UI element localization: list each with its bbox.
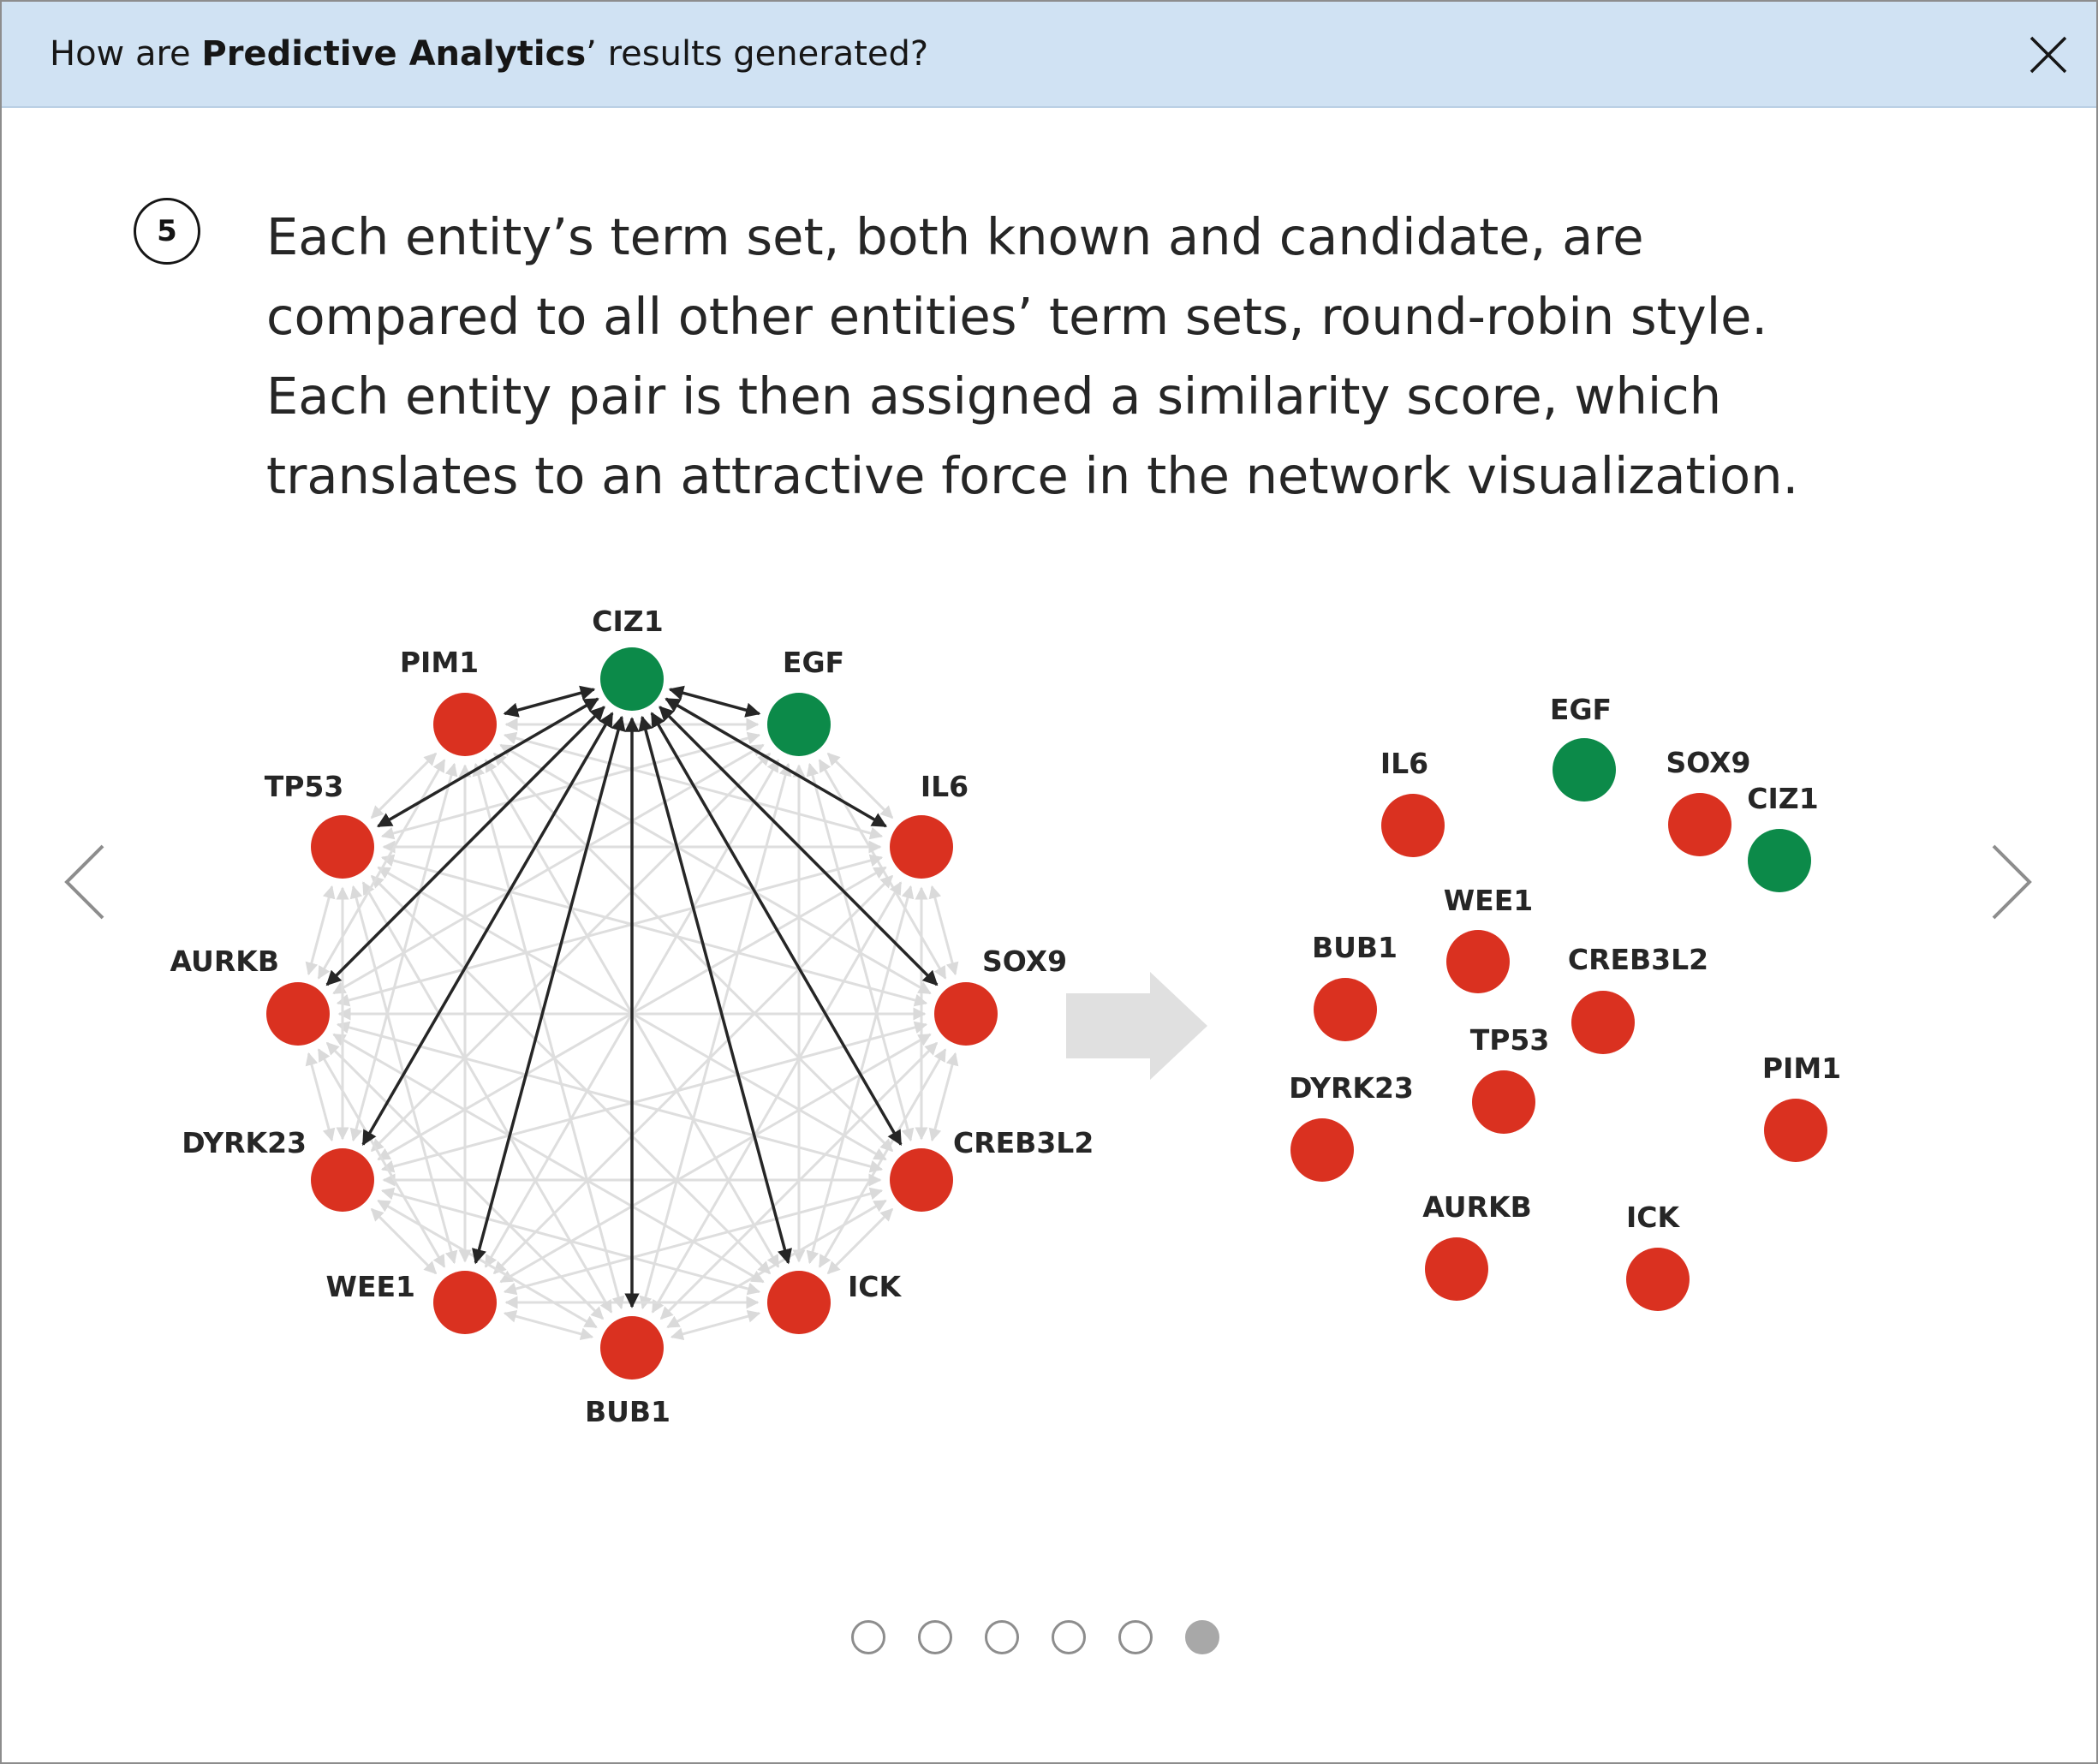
ring-node-label-aurkb: AURKB (170, 945, 279, 978)
cluster-node-dyrk23 (1290, 1118, 1354, 1182)
previous-button[interactable] (60, 839, 111, 925)
similarity-edge (370, 1207, 438, 1275)
similarity-edge (826, 1207, 894, 1275)
cluster-node-label-pim1: PIM1 (1762, 1052, 1841, 1085)
similarity-edge (670, 1309, 761, 1341)
ring-node-label-tp53: TP53 (265, 770, 344, 803)
ring-node-creb3l2 (890, 1148, 953, 1212)
cluster-node-ciz1 (1748, 829, 1811, 892)
cluster-node-label-egf: EGF (1550, 693, 1612, 726)
ring-node-dyrk23 (311, 1148, 374, 1212)
ring-node-label-wee1: WEE1 (326, 1270, 415, 1303)
title-product-name: Predictive Analytics (201, 34, 587, 74)
pagination-dots (851, 1620, 1219, 1658)
cluster-node-pim1 (1764, 1099, 1827, 1162)
ring-network: CIZ1 EGF IL6 SOX9 CREB3L2 ICK BUB1 WEE1 DYRK23 AU… (170, 605, 1094, 1428)
hub-edge-ick (638, 715, 792, 1265)
ring-node-label-dyrk23: DYRK23 (182, 1126, 307, 1159)
ring-node-bub1 (600, 1316, 664, 1380)
cluster-node-creb3l2 (1571, 991, 1635, 1054)
step-number-badge: 5 (134, 198, 200, 265)
ring-node-ick (767, 1271, 831, 1334)
cluster-node-aurkb (1425, 1237, 1488, 1301)
chevron-left-icon (64, 844, 104, 920)
chevron-right-icon (1992, 844, 2032, 920)
similarity-edge (499, 743, 932, 995)
cluster-node-sox9 (1668, 793, 1731, 856)
ring-node-label-creb3l2: CREB3L2 (953, 1126, 1094, 1159)
similarity-edge (370, 752, 438, 819)
pagination-dot-1[interactable] (851, 1620, 885, 1654)
ring-node-pim1 (433, 693, 497, 756)
dialog-header: How are Predictive Analytics’ results ge… (2, 2, 2096, 108)
cluster-node-label-ick: ICK (1626, 1201, 1680, 1234)
similarity-edge (361, 881, 613, 1314)
ring-node-label-il6: IL6 (921, 770, 969, 803)
similarity-edge (305, 1052, 336, 1142)
close-button[interactable] (2026, 33, 2071, 77)
step-description: Each entity’s term set, both known and c… (266, 207, 1799, 505)
hub-edge-tp53 (377, 697, 599, 828)
title-suffix: ’ results generated? (586, 34, 929, 74)
cluster-node-label-tp53: TP53 (1470, 1023, 1550, 1057)
pagination-dot-4[interactable] (1052, 1620, 1086, 1654)
cluster-node-label-il6: IL6 (1380, 747, 1428, 780)
cluster-node-ick (1626, 1248, 1690, 1311)
pagination-dot-2[interactable] (918, 1620, 952, 1654)
ring-node-label-egf: EGF (783, 646, 844, 679)
ring-node-label-sox9: SOX9 (982, 945, 1067, 978)
dialog-title: How are Predictive Analytics’ results ge… (50, 34, 928, 74)
ring-node-egf (767, 693, 831, 756)
ring-node-sox9 (934, 982, 998, 1046)
ring-node-il6 (890, 815, 953, 879)
ring-node-tp53 (311, 815, 374, 879)
title-prefix: How are (50, 34, 202, 74)
cluster-node-label-dyrk23: DYRK23 (1289, 1071, 1414, 1105)
cluster-node-label-ciz1: CIZ1 (1747, 782, 1818, 815)
similarity-edge (826, 752, 894, 819)
cluster-node-wee1 (1446, 930, 1510, 993)
cluster-node-il6 (1381, 794, 1445, 857)
cluster-node-label-creb3l2: CREB3L2 (1568, 943, 1708, 976)
hub-edge-pim1 (503, 685, 596, 718)
ring-node-label-ciz1: CIZ1 (592, 605, 663, 638)
ring-node-label-bub1: BUB1 (585, 1395, 671, 1428)
cluster-node-egf (1553, 738, 1616, 802)
next-button[interactable] (1985, 839, 2036, 925)
ring-node-ciz1 (600, 647, 664, 711)
cluster-node-label-wee1: WEE1 (1444, 884, 1533, 917)
pagination-dot-3[interactable] (985, 1620, 1019, 1654)
ring-node-label-ick: ICK (848, 1270, 902, 1303)
pagination-dot-6[interactable] (1185, 1620, 1219, 1654)
cluster-node-label-bub1: BUB1 (1312, 931, 1398, 964)
similarity-edge (332, 1033, 765, 1284)
cluster-node-label-sox9: SOX9 (1666, 746, 1750, 779)
cluster-node-tp53 (1472, 1070, 1535, 1134)
ring-node-wee1 (433, 1271, 497, 1334)
pagination-dot-5[interactable] (1118, 1620, 1153, 1654)
arrow-right-icon (1066, 972, 1207, 1080)
similarity-edge (370, 874, 772, 1275)
close-icon (2029, 36, 2067, 74)
cluster-node-label-aurkb: AURKB (1422, 1190, 1531, 1224)
ring-node-aurkb (266, 982, 330, 1046)
network-diagram: CIZ1 EGF IL6 SOX9 CREB3L2 ICK BUB1 WEE1 DYRK23 AU… (170, 605, 1842, 1428)
ring-node-label-pim1: PIM1 (400, 646, 479, 679)
cluster-node-bub1 (1314, 978, 1377, 1041)
